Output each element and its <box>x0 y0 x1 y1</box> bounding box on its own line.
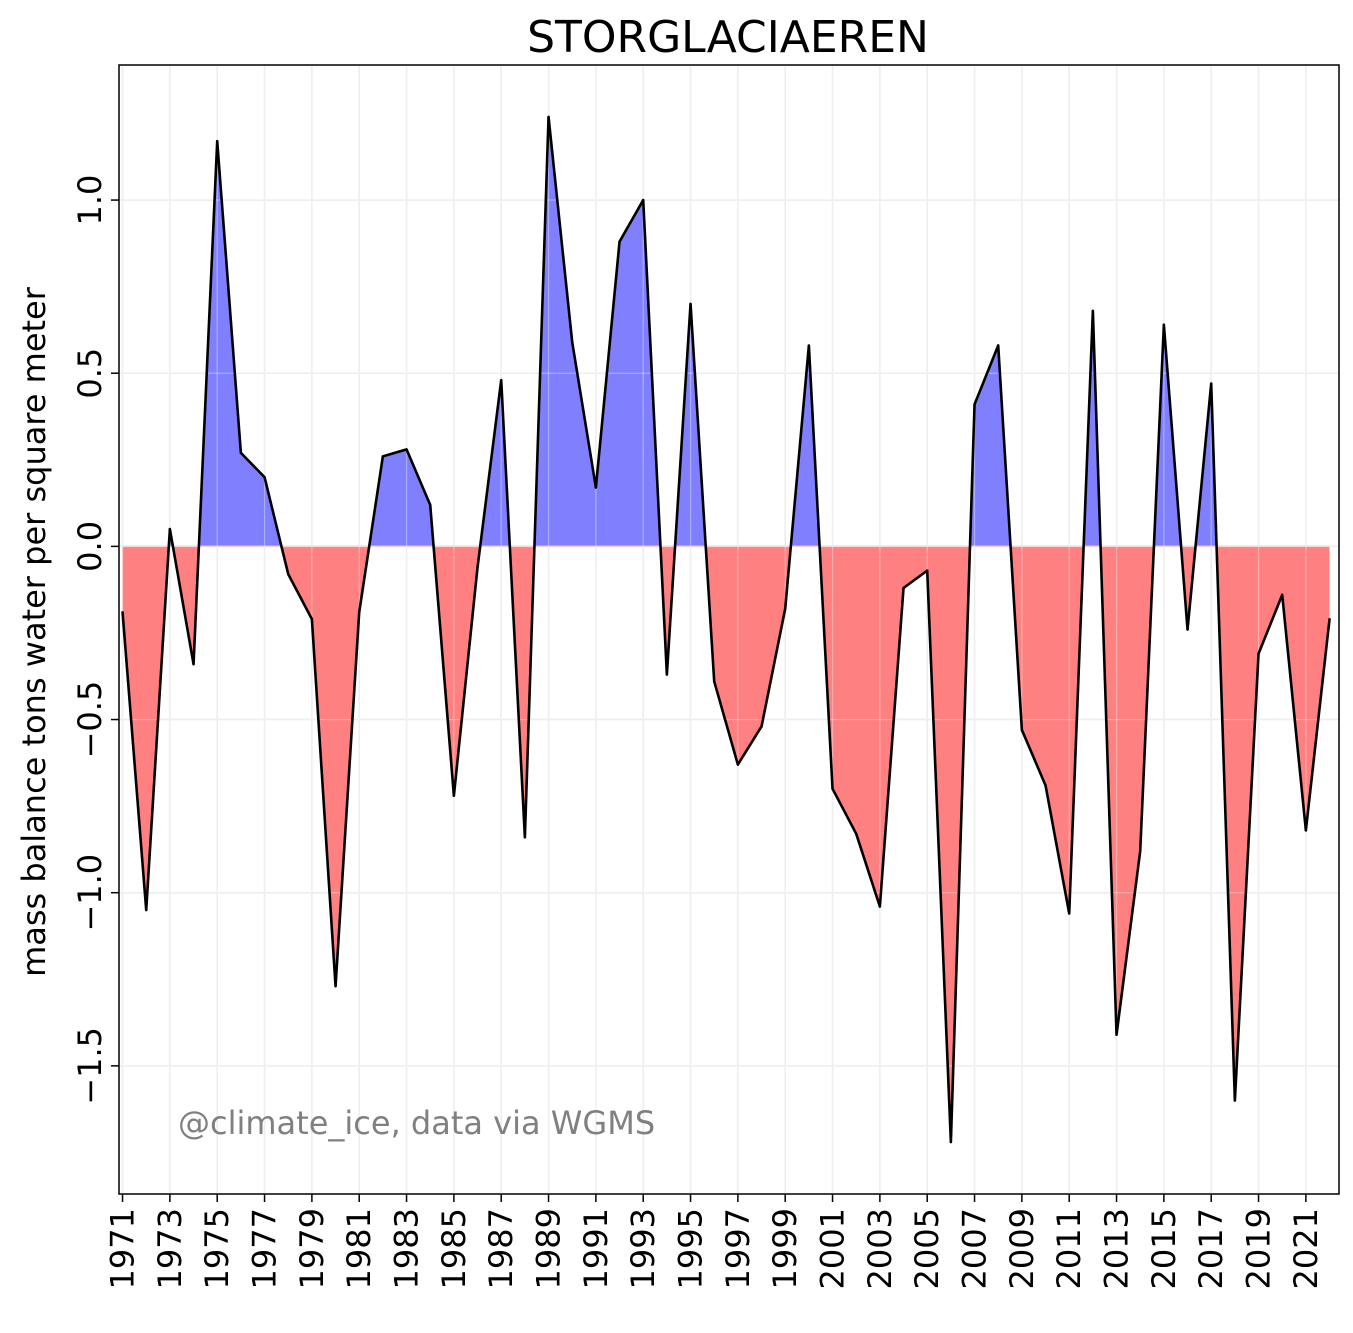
data-point <box>310 617 314 621</box>
data-point <box>878 905 882 908</box>
y-ticks: −1.5 −1.0 −0.5 0.0 0.5 1.0 <box>71 175 119 1105</box>
data-point <box>121 610 124 614</box>
x-tick-label: 1997 <box>719 1208 757 1289</box>
data-point <box>1115 1033 1118 1036</box>
data-point <box>1139 849 1142 853</box>
data-point <box>571 340 574 344</box>
data-point <box>902 586 905 590</box>
data-point <box>1257 652 1260 655</box>
data-point <box>168 527 172 531</box>
chart-title: STORGLACIAEREN <box>527 12 929 63</box>
x-tick-label: 2019 <box>1240 1208 1278 1289</box>
x-tick-label: 1979 <box>293 1208 331 1289</box>
plot-frame <box>118 64 1340 1195</box>
y-tick-label: 1.0 <box>71 175 109 226</box>
data-point <box>239 451 243 455</box>
data-point <box>1068 912 1071 915</box>
y-tick-label: −1.5 <box>71 1027 109 1105</box>
data-point <box>216 139 219 143</box>
watermark-text: @climate_ice, data via WGMS <box>178 1104 655 1142</box>
y-tick-label: −1.0 <box>71 854 109 932</box>
data-point <box>1210 382 1213 385</box>
positive-area <box>122 116 1330 547</box>
data-point <box>1162 323 1166 326</box>
data-point <box>452 794 456 797</box>
data-point <box>547 115 550 119</box>
mass-balance-line <box>121 115 1331 1144</box>
data-point <box>523 836 527 839</box>
x-tick-label: 2015 <box>1145 1208 1183 1289</box>
x-tick-label: 1991 <box>577 1208 615 1289</box>
data-point <box>1304 829 1308 832</box>
data-point <box>287 572 290 576</box>
data-point <box>760 725 763 728</box>
x-tick-label: 2021 <box>1287 1208 1325 1289</box>
x-tick-label: 1987 <box>482 1208 520 1289</box>
x-tick-label: 1985 <box>435 1208 473 1289</box>
data-point <box>429 503 432 507</box>
x-tick-label: 1981 <box>340 1208 378 1289</box>
data-point <box>476 565 479 569</box>
data-point <box>405 448 408 451</box>
x-tick-label: 1989 <box>530 1208 568 1289</box>
x-tick-label: 1983 <box>388 1208 426 1289</box>
data-point <box>1186 628 1189 631</box>
x-ticks: 1971 1973 1975 1977 1979 1981 1983 1985 1987 1989… <box>104 1194 1325 1289</box>
data-point <box>358 610 361 614</box>
data-point <box>831 787 834 791</box>
x-tick-label: 2001 <box>814 1208 852 1289</box>
x-tick-label: 1975 <box>198 1208 236 1289</box>
data-point <box>145 908 148 912</box>
x-tick-label: 2013 <box>1098 1208 1136 1289</box>
x-tick-label: 2017 <box>1192 1208 1230 1289</box>
data-point <box>784 607 787 610</box>
y-tick-label: 0.5 <box>71 348 109 399</box>
area-fills <box>119 65 1339 1194</box>
data-point <box>594 486 598 489</box>
data-point <box>500 378 503 382</box>
data-point <box>192 662 195 666</box>
x-tick-label: 2003 <box>861 1208 899 1289</box>
data-point <box>949 1140 953 1144</box>
data-point <box>1281 593 1284 597</box>
series-line <box>121 115 1331 1144</box>
data-point <box>807 344 811 347</box>
x-tick-label: 1973 <box>151 1208 189 1289</box>
y-axis-label: mass balance tons water per square meter <box>15 286 53 977</box>
x-tick-label: 2007 <box>956 1208 994 1289</box>
x-tick-label: 1993 <box>624 1208 662 1289</box>
data-point <box>736 763 740 766</box>
axes-frame <box>118 64 1340 1195</box>
data-point <box>689 302 692 306</box>
data-point <box>1233 1099 1237 1102</box>
data-point <box>855 832 858 836</box>
negative-area <box>122 546 1330 1143</box>
x-tick-label: 1977 <box>246 1208 284 1289</box>
data-point <box>1328 617 1331 621</box>
x-tick-label: 2005 <box>908 1208 946 1289</box>
data-point <box>381 455 385 458</box>
data-point <box>997 344 1000 347</box>
data-point <box>618 240 621 243</box>
x-tick-label: 1995 <box>672 1208 710 1289</box>
x-tick-label: 1971 <box>104 1208 142 1289</box>
x-tick-label: 1999 <box>766 1208 804 1289</box>
data-point <box>973 403 976 406</box>
data-point <box>926 569 929 572</box>
data-point <box>263 475 266 479</box>
y-tick-label: 0.0 <box>71 521 109 572</box>
data-point <box>334 985 337 988</box>
data-point <box>665 673 669 676</box>
x-tick-label: 2009 <box>1003 1208 1041 1289</box>
x-tick-label: 2011 <box>1050 1208 1088 1289</box>
data-point <box>713 680 716 683</box>
data-point <box>1044 784 1047 787</box>
data-point <box>1091 309 1095 313</box>
data-point <box>1020 728 1024 732</box>
y-tick-label: −0.5 <box>71 681 109 759</box>
data-point <box>642 198 645 202</box>
